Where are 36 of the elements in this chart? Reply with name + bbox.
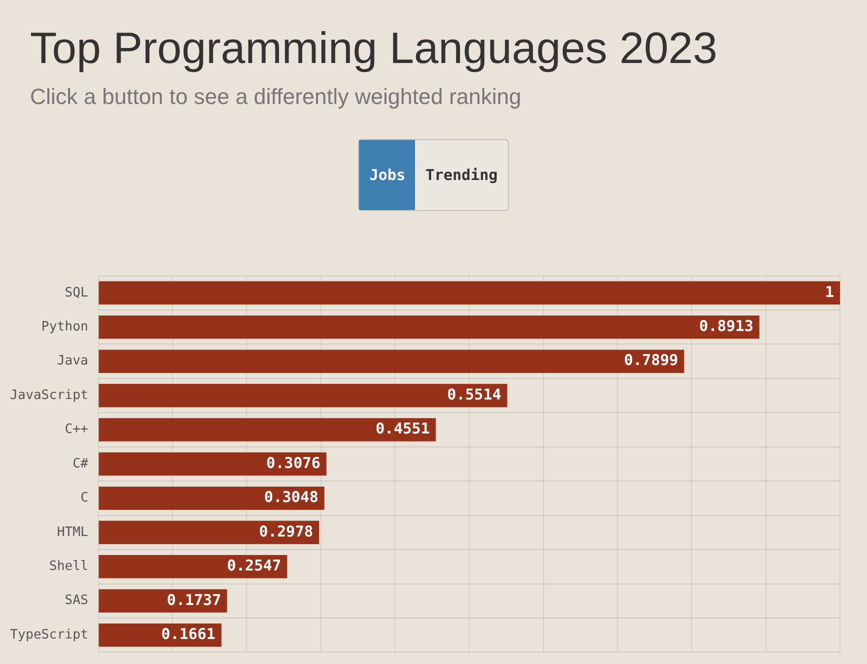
data-label: 0.2978: [258, 522, 314, 540]
data-label: 0.8913: [699, 317, 754, 336]
data-label: 1: [824, 282, 834, 301]
chart-title: Top Programming Languages 2023: [30, 24, 718, 74]
toggle-button[interactable]: Jobs: [359, 140, 416, 210]
bar: [98, 486, 324, 510]
y-tick-label: C: [80, 490, 88, 506]
bar: [98, 315, 760, 339]
y-tick-label: SQL: [64, 285, 88, 300]
y-tick-label: Java: [56, 354, 88, 369]
y-tick-label: HTML: [56, 524, 88, 540]
y-tick-label: SAS: [64, 593, 88, 608]
data-label: 0.4551: [376, 420, 430, 438]
bar: [98, 281, 840, 305]
data-label: 0.1661: [161, 624, 216, 643]
bar: [98, 520, 320, 544]
data-label: 0.3076: [266, 454, 320, 472]
data-label: 0.5514: [447, 385, 502, 404]
bar: [98, 350, 684, 373]
bar: [98, 589, 228, 613]
toggle-button[interactable]: Trending: [415, 140, 508, 210]
bar: [98, 384, 508, 408]
data-label: 0.7899: [624, 351, 678, 370]
y-tick-label: JavaScript: [10, 388, 88, 403]
data-label: 0.1737: [166, 590, 222, 609]
chart-subtitle: Click a button to see a differently weighted ranking: [30, 84, 522, 110]
y-tick-label: TypeScript: [10, 627, 88, 642]
y-tick-label: C++: [64, 422, 88, 438]
bar: [98, 555, 288, 578]
bar: [98, 452, 326, 476]
y-tick-label: Python: [41, 320, 88, 334]
y-tick-label: Shell: [49, 559, 88, 574]
data-label: 0.2547: [227, 556, 282, 575]
bar: [98, 418, 436, 442]
y-tick-label: C#: [72, 456, 88, 472]
data-label: 0.3048: [264, 488, 318, 506]
